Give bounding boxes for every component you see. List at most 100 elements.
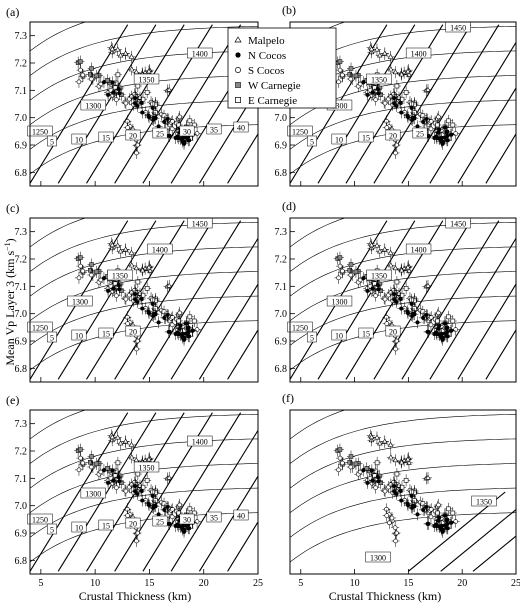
thickness-line [57,24,157,184]
point-malpelo [117,248,124,254]
point-e-carnegie [140,292,146,298]
point-n-cocos [178,323,183,328]
temperature-label-box [27,321,53,333]
thickness-line [227,132,258,184]
point-s-cocos [125,506,130,512]
temperature-curve [30,218,87,248]
point-malpelo [381,50,388,56]
thickness-line [373,24,472,184]
point-n-cocos [361,80,366,85]
point-s-cocos [348,464,354,470]
point-malpelo [374,242,380,248]
point-n-cocos [392,101,397,106]
point-s-cocos [348,76,354,82]
thickness-label: 40 [237,124,245,133]
y-axis-label-end: ) [3,238,17,242]
temperature-label: 1300 [72,298,88,307]
thickness-label-box [358,131,374,143]
point-s-cocos [114,293,119,298]
point-e-carnegie [399,292,405,298]
point-w-carnegie [337,59,343,64]
y-tick-label: 7.2 [15,255,28,266]
point-e-carnegie [161,113,167,119]
point-n-cocos [162,119,167,124]
point-n-cocos [111,286,116,291]
thickness-label: 10 [335,332,343,341]
point-n-cocos [399,306,404,311]
thickness-label: 10 [335,136,343,145]
temperature-label-box [365,551,391,563]
thickness-label: 30 [183,516,191,525]
point-s-cocos [336,275,341,281]
point-w-carnegie [89,454,94,459]
temperature-label: 1300 [85,102,101,111]
y-tick-label: 6.8 [275,168,288,179]
point-n-cocos [438,524,443,529]
point-s-cocos [428,322,434,328]
y-tick-label: 6.9 [275,337,288,348]
point-malpelo [405,456,411,462]
point-malpelo [387,441,394,447]
point-n-cocos [150,106,155,111]
point-malpelo [387,249,394,255]
point-malpelo [425,86,431,92]
thickness-label-box [307,331,317,343]
point-s-cocos [114,97,119,102]
point-n-cocos [180,335,185,340]
legend-label: S Cocos [248,65,284,77]
temperature-curve [290,124,516,175]
temperature-label-box [287,125,313,137]
point-n-cocos [443,513,448,518]
point-s-cocos [194,131,200,136]
plot-area [290,218,516,380]
point-s-cocos [76,275,82,281]
point-s-cocos [436,114,441,120]
point-n-cocos [365,480,370,485]
point-s-cocos [135,530,140,536]
point-n-cocos [405,501,410,506]
temperature-label: 1400 [411,246,427,255]
point-e-carnegie [435,318,440,324]
point-s-cocos [453,131,458,136]
thickness-line [373,220,472,380]
point-n-cocos [101,276,106,281]
point-n-cocos [101,468,106,473]
point-n-cocos [101,80,106,85]
point-malpelo [398,267,405,273]
point-w-carnegie [337,447,343,452]
point-malpelo [392,69,399,75]
point-s-cocos [177,310,183,316]
point-e-carnegie [140,96,146,102]
point-w-carnegie [88,460,93,465]
temperature-label-box [133,73,160,85]
point-malpelo [425,474,431,480]
point-w-carnegie [347,268,352,273]
plot-area [30,410,258,572]
thickness-label-box [47,523,57,535]
point-n-cocos [180,332,185,337]
point-s-cocos [78,455,83,461]
point-n-cocos [139,297,144,302]
point-n-cocos [424,313,429,318]
point-n-cocos [405,309,410,314]
point-n-cocos [180,136,185,141]
point-s-cocos [125,321,130,326]
thickness-label: 35 [210,514,218,523]
legend-label: Malpelo [248,35,285,47]
point-s-cocos [393,538,398,544]
point-n-cocos [421,119,426,124]
thickness-label-box [331,329,347,341]
point-n-cocos [151,313,156,318]
thickness-label-box [98,327,114,339]
y-tick-label: 6.8 [15,556,28,567]
point-s-cocos [393,150,398,156]
x-tick-label: 15 [403,578,413,589]
point-e-carnegie [403,90,409,95]
y-tick-label: 6.9 [275,141,288,152]
temperature-curve [290,463,516,514]
y-tick-label: 7.0 [275,309,288,320]
y-tick-label: 7.1 [275,282,288,293]
point-malpelo [122,438,129,444]
temperature-curve [290,222,516,272]
point-n-cocos [398,297,403,302]
